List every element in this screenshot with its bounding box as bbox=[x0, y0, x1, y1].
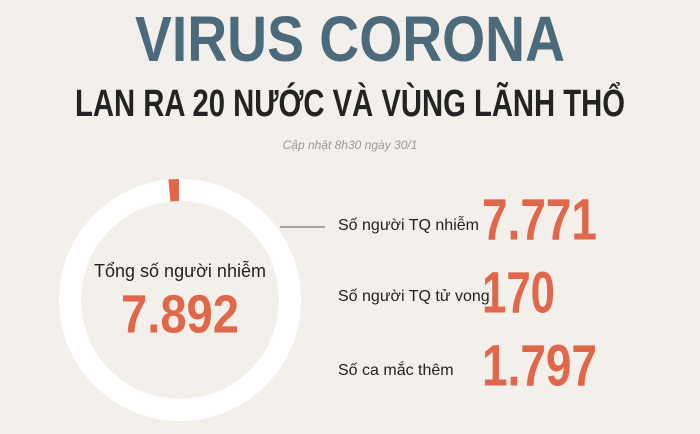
total-value: 7.892 bbox=[121, 284, 239, 344]
stat-label: Số ca mắc thêm bbox=[338, 360, 454, 379]
update-note: Cập nhật 8h30 ngày 30/1 bbox=[283, 138, 418, 152]
stat-value: 170 bbox=[482, 260, 555, 325]
subtitle: LAN RA 20 NƯỚC VÀ VÙNG LÃNH THỔ bbox=[75, 80, 625, 125]
stat-value: 7.771 bbox=[482, 187, 597, 252]
ring-segment bbox=[168, 179, 180, 202]
ring bbox=[59, 179, 301, 421]
stat-label: Số người TQ tử vong bbox=[338, 288, 490, 305]
stat-value: 1.797 bbox=[482, 333, 597, 398]
stat-label: Số người TQ nhiễm bbox=[338, 215, 479, 234]
total-label: Tổng số người nhiễm bbox=[94, 260, 266, 281]
title: VIRUS CORONA bbox=[135, 3, 565, 75]
